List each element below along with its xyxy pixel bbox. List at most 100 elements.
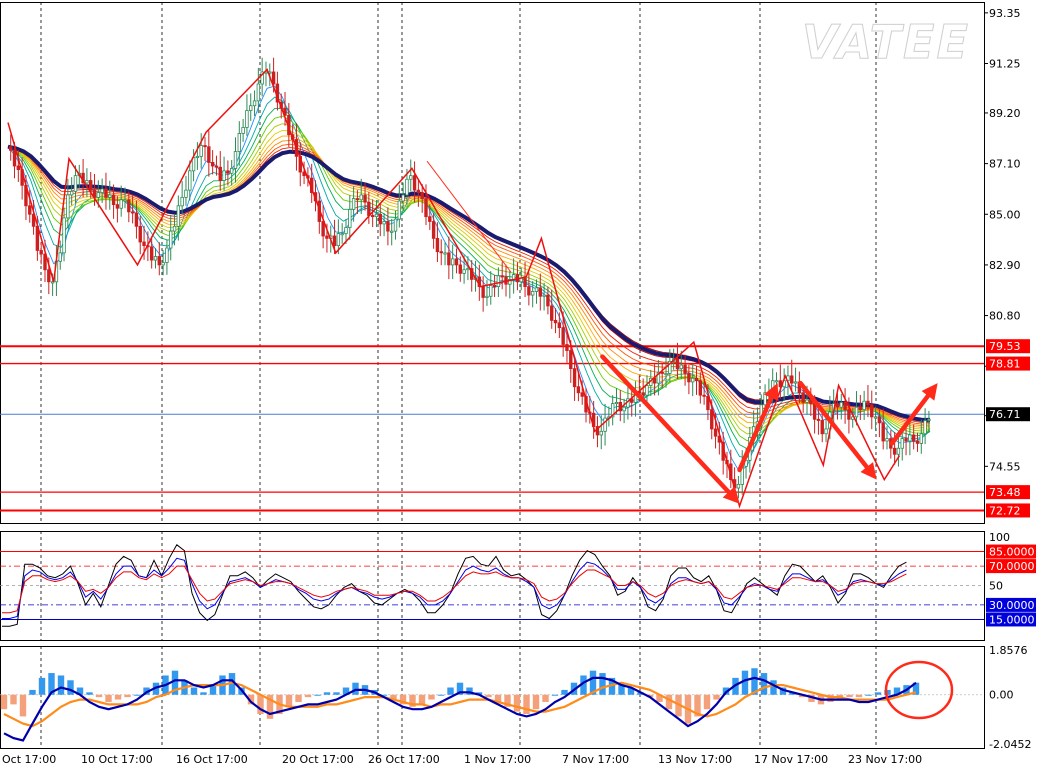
candle-body[interactable] xyxy=(763,392,767,406)
candle-body[interactable] xyxy=(698,380,703,396)
candle-body[interactable] xyxy=(839,401,843,408)
candle-body[interactable] xyxy=(431,221,436,239)
candle-body[interactable] xyxy=(370,215,375,218)
candle-body[interactable] xyxy=(119,199,123,209)
annotation-arrow-head[interactable] xyxy=(860,462,877,480)
candle-body[interactable] xyxy=(481,286,485,298)
candle-body[interactable] xyxy=(390,230,394,233)
candle-body[interactable] xyxy=(355,198,360,201)
candle-body[interactable] xyxy=(664,373,668,376)
candle-body[interactable] xyxy=(847,409,851,420)
candle-body[interactable] xyxy=(919,433,923,444)
candle-body[interactable] xyxy=(108,194,112,198)
candle-body[interactable] xyxy=(553,319,558,324)
candle-body[interactable] xyxy=(809,399,813,405)
candle-body[interactable] xyxy=(9,146,13,151)
candle-body[interactable] xyxy=(927,418,931,421)
candle-body[interactable] xyxy=(237,133,242,152)
candle-body[interactable] xyxy=(199,145,203,157)
candle-body[interactable] xyxy=(843,401,847,411)
candle-body[interactable] xyxy=(439,251,443,254)
candle-body[interactable] xyxy=(447,252,451,266)
candle-body[interactable] xyxy=(123,199,127,202)
annotation-arrow-shaft[interactable] xyxy=(600,354,731,495)
candle-body[interactable] xyxy=(115,204,120,209)
candle-body[interactable] xyxy=(184,189,188,198)
candle-body[interactable] xyxy=(824,428,828,435)
candle-body[interactable] xyxy=(28,205,32,215)
candle-body[interactable] xyxy=(690,377,695,383)
candle-body[interactable] xyxy=(409,175,413,180)
candle-body[interactable] xyxy=(161,262,165,266)
candle-body[interactable] xyxy=(885,438,889,442)
candle-body[interactable] xyxy=(210,162,215,167)
candle-body[interactable] xyxy=(245,110,249,128)
candle-body[interactable] xyxy=(435,237,440,253)
annotation-arrow-head[interactable] xyxy=(722,486,740,504)
candle-body[interactable] xyxy=(180,196,184,207)
candle-body[interactable] xyxy=(332,235,337,247)
oscillator-level-tag[interactable] xyxy=(986,559,1036,574)
candle-body[interactable] xyxy=(214,165,219,168)
candle-body[interactable] xyxy=(203,145,207,148)
level-tag[interactable] xyxy=(986,407,1030,422)
oscillator-level-tag[interactable] xyxy=(986,612,1036,627)
candle-body[interactable] xyxy=(561,327,565,345)
candle-body[interactable] xyxy=(47,269,51,283)
candle-body[interactable] xyxy=(374,213,379,218)
candle-body[interactable] xyxy=(454,258,459,266)
annotation-arrow-shaft[interactable] xyxy=(889,393,931,446)
candle-body[interactable] xyxy=(85,180,89,184)
candle-body[interactable] xyxy=(96,192,101,198)
candle-body[interactable] xyxy=(778,380,783,388)
candle-body[interactable] xyxy=(656,371,661,384)
candle-body[interactable] xyxy=(188,170,192,191)
candle-body[interactable] xyxy=(858,406,863,411)
oscillator-level-tag[interactable] xyxy=(986,597,1036,612)
candle-body[interactable] xyxy=(614,401,619,405)
candle-body[interactable] xyxy=(790,375,794,384)
oscillator-level-tag[interactable] xyxy=(986,544,1036,559)
candle-body[interactable] xyxy=(149,246,154,261)
candle-body[interactable] xyxy=(367,201,371,216)
candle-body[interactable] xyxy=(69,190,74,196)
candle-body[interactable] xyxy=(904,438,908,442)
candle-body[interactable] xyxy=(340,233,344,236)
candle-body[interactable] xyxy=(820,420,824,435)
candle-body[interactable] xyxy=(622,406,626,412)
candle-body[interactable] xyxy=(271,71,276,85)
candle-body[interactable] xyxy=(530,291,535,296)
candle-body[interactable] xyxy=(416,189,421,193)
candle-body[interactable] xyxy=(378,213,382,225)
candle-body[interactable] xyxy=(195,155,200,158)
candle-body[interactable] xyxy=(557,322,562,329)
annotation-arrow-head[interactable] xyxy=(921,383,938,401)
candle-body[interactable] xyxy=(683,364,687,374)
candle-body[interactable] xyxy=(134,212,139,227)
candle-body[interactable] xyxy=(424,198,428,218)
candle-body[interactable] xyxy=(511,274,516,280)
candle-body[interactable] xyxy=(462,269,466,274)
candle-body[interactable] xyxy=(538,287,542,297)
candle-body[interactable] xyxy=(500,275,504,278)
candle-body[interactable] xyxy=(572,368,577,388)
annotation-arrows[interactable] xyxy=(600,354,938,504)
candle-body[interactable] xyxy=(668,360,672,374)
candle-body[interactable] xyxy=(466,268,470,271)
candle-body[interactable] xyxy=(443,252,447,255)
candle-body[interactable] xyxy=(66,194,70,219)
candle-body[interactable] xyxy=(89,180,93,191)
candle-body[interactable] xyxy=(862,400,866,411)
candle-body[interactable] xyxy=(39,250,43,255)
candle-body[interactable] xyxy=(576,386,581,394)
candle-body[interactable] xyxy=(660,371,664,374)
candle-body[interactable] xyxy=(489,285,493,297)
candle-body[interactable] xyxy=(793,381,798,384)
candle-body[interactable] xyxy=(226,170,230,174)
candle-body[interactable] xyxy=(229,168,234,174)
candle-body[interactable] xyxy=(393,218,398,232)
candle-body[interactable] xyxy=(363,194,367,203)
candle-body[interactable] xyxy=(348,209,352,228)
candle-body[interactable] xyxy=(420,192,424,199)
